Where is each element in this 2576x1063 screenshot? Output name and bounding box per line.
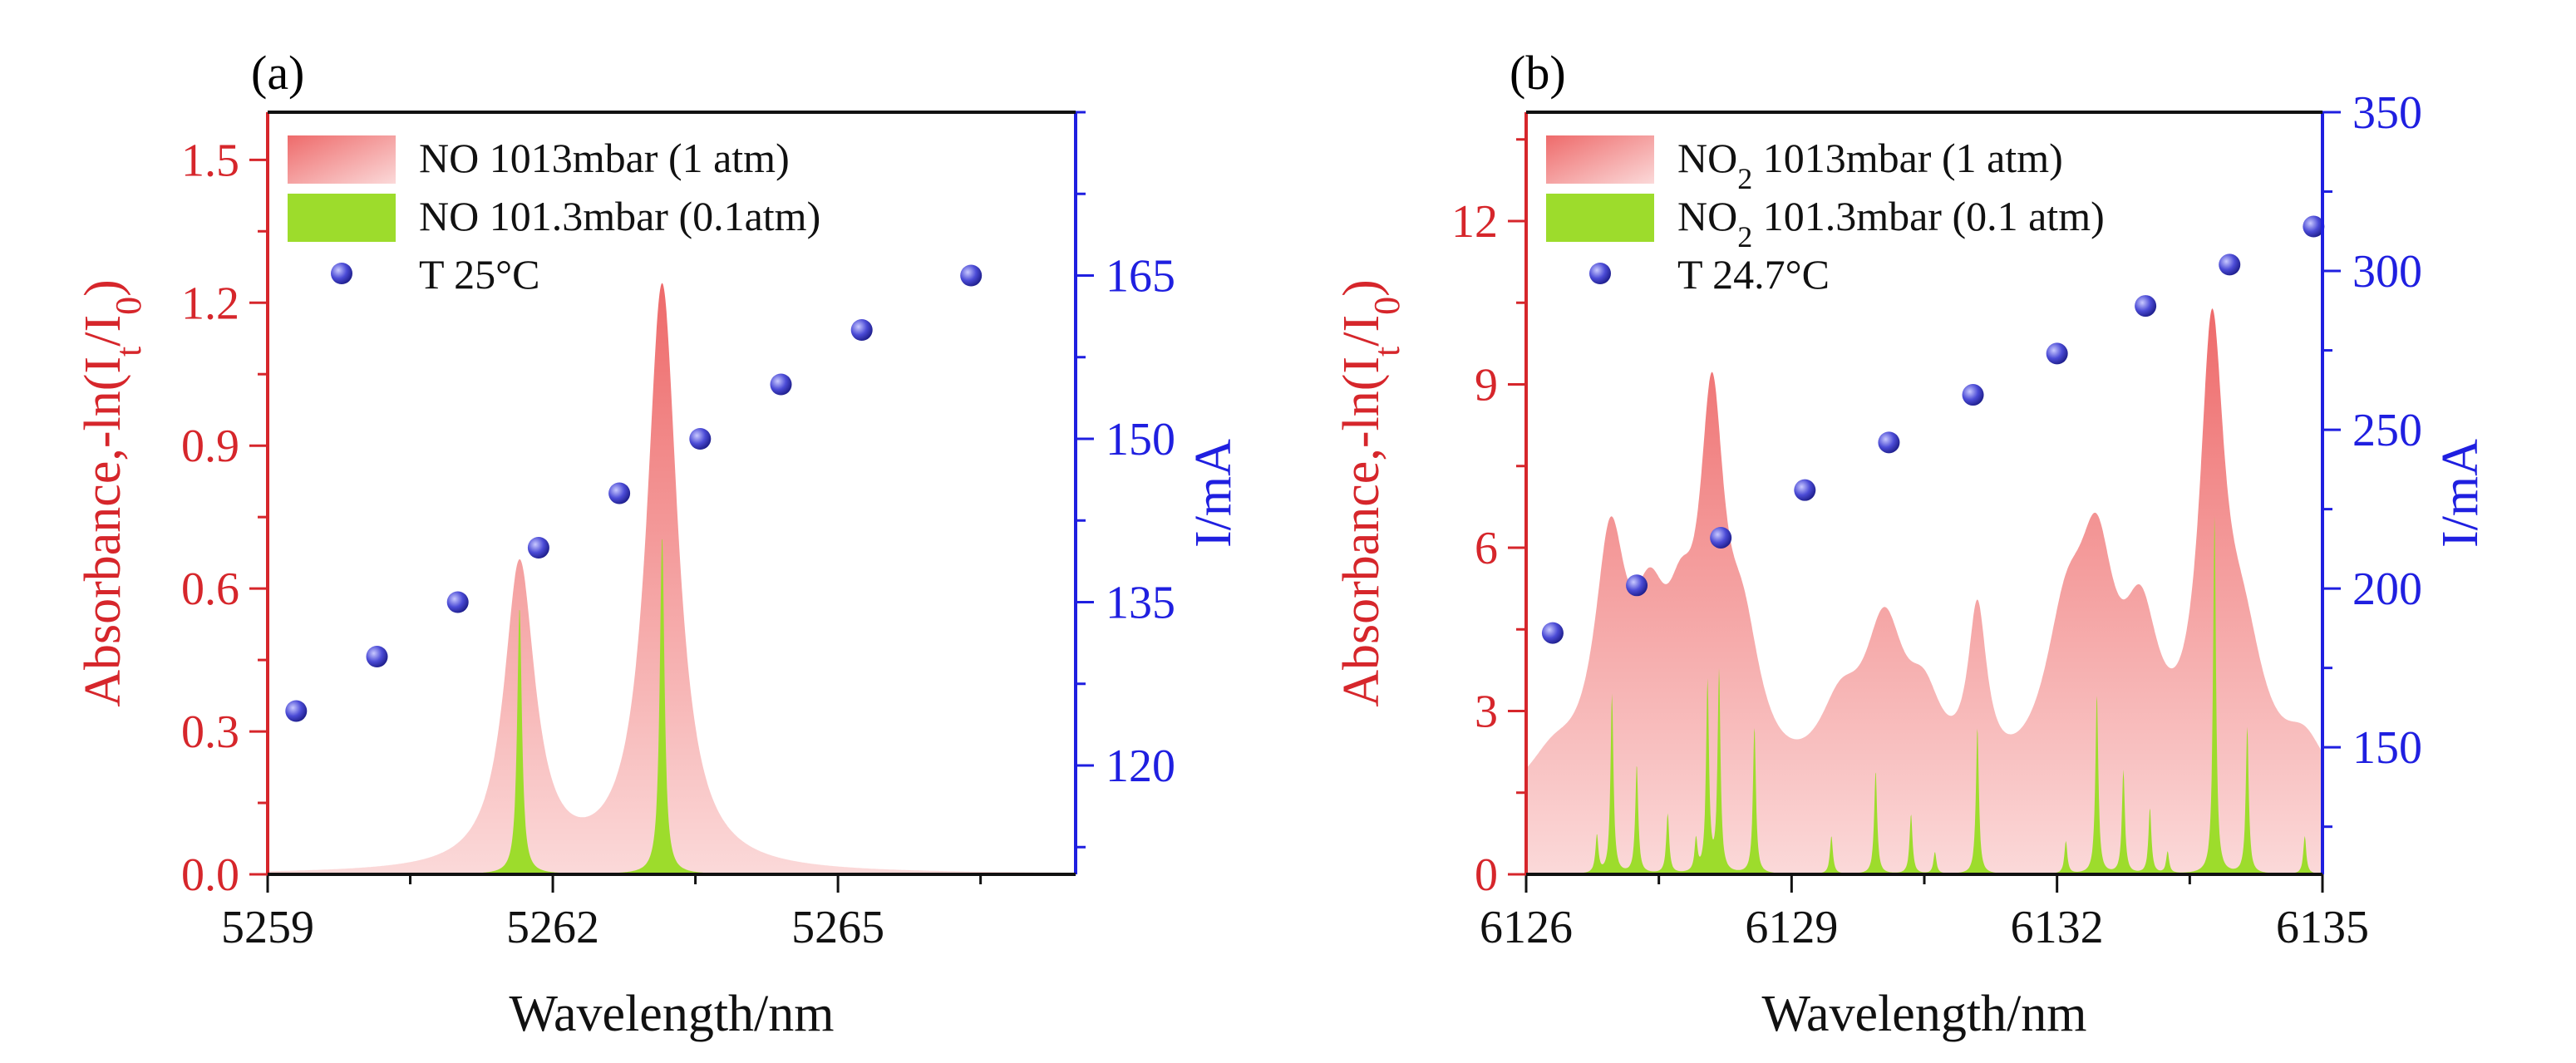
y-axis-title-part: ) (1333, 279, 1390, 297)
y-axis-title-part: ) (75, 279, 131, 297)
current-point (2135, 295, 2157, 317)
x-tick-label: 6132 (2011, 902, 2104, 953)
current-point (1878, 431, 1900, 454)
legend-label: NO 1013mbar (1 atm) (419, 135, 790, 181)
y-axis-title-part: Absorbance,-ln(I (1333, 357, 1390, 707)
y-tick-label: 12 (1451, 196, 1498, 248)
panel-label: (a) (251, 46, 304, 100)
legend-label-sub: 2 (1737, 220, 1752, 253)
legend-label: NO2 1013mbar (1 atm) (1677, 135, 2063, 195)
current-point (1541, 622, 1564, 644)
current-point (689, 428, 712, 450)
current-point (1794, 479, 1816, 501)
y-tick-label: 0.3 (181, 706, 239, 758)
y-axis-title-part: /I (1333, 315, 1390, 347)
legend-label-part: 101.3mbar (0.1 atm) (1752, 193, 2105, 239)
x-tick-label: 5265 (791, 902, 884, 953)
current-point (2046, 342, 2068, 365)
y2-tick-label: 350 (2352, 87, 2422, 139)
y2-tick-label: 120 (1106, 741, 1175, 792)
legend-label: T 25°C (419, 251, 539, 298)
y2-tick-label: 200 (2352, 563, 2422, 615)
narrow-absorbance-area (1526, 516, 2322, 874)
y-tick-label: 3 (1475, 687, 1498, 738)
legend-swatch-narrow (1546, 194, 1654, 242)
y-tick-label: 0 (1475, 849, 1498, 901)
y-tick-label: 9 (1475, 360, 1498, 411)
x-tick-label: 5262 (506, 902, 599, 953)
plot-area (1526, 308, 2322, 874)
y2-tick-label: 150 (2352, 722, 2422, 774)
y2-tick-label: 300 (2352, 246, 2422, 298)
y-axis-title-part: 0 (108, 297, 149, 315)
y-tick-label: 0.0 (181, 849, 239, 901)
current-point (2303, 215, 2325, 238)
legend-label: NO2 101.3mbar (0.1 atm) (1677, 193, 2105, 253)
y-tick-label: 0.6 (181, 563, 239, 615)
current-point (366, 646, 388, 667)
plot-area (268, 283, 1076, 874)
y-tick-label: 0.9 (181, 421, 239, 472)
x-tick-label: 6129 (1745, 902, 1838, 953)
y2-tick-label: 135 (1106, 578, 1175, 629)
x-axis-title: Wavelength/nm (1761, 986, 2086, 1042)
legend-label: NO 101.3mbar (0.1atm) (419, 193, 820, 239)
y-tick-label: 1.2 (181, 278, 239, 329)
x-tick-label: 6126 (1480, 902, 1573, 953)
legend-marker (1589, 263, 1611, 284)
y-axis-title-part: /I (75, 315, 131, 347)
current-point (285, 700, 308, 722)
broad-absorbance-area (268, 283, 1076, 874)
current-point (1962, 384, 1984, 406)
x-tick-label: 6135 (2276, 902, 2369, 953)
y-axis-title-part: t (108, 347, 149, 357)
y-axis-title-part: Absorbance,-ln(I (75, 357, 131, 707)
current-point (1626, 574, 1648, 597)
y-axis-title: Absorbance,-ln(It/I0) (75, 279, 149, 707)
y-axis-title-part: 0 (1367, 297, 1407, 315)
panel-label: (b) (1510, 46, 1566, 100)
current-point (1710, 526, 1732, 549)
y-axis-title: Absorbance,-ln(It/I0) (1333, 279, 1407, 707)
legend-label-part: NO (1677, 193, 1737, 239)
legend-label-part: NO (1677, 135, 1737, 181)
legend-label: T 24.7°C (1677, 251, 1830, 298)
current-point (960, 264, 983, 287)
legend-swatch-narrow (288, 194, 396, 242)
x-tick-label: 5259 (221, 902, 314, 953)
y2-tick-label: 250 (2352, 405, 2422, 456)
y2-axis-title: I/mA (1185, 439, 1242, 548)
y-tick-label: 1.5 (181, 135, 239, 186)
y-tick-label: 6 (1475, 523, 1498, 574)
y-axis-title-part: t (1367, 347, 1407, 357)
legend-label-part: 1013mbar (1 atm) (1752, 135, 2063, 181)
current-point (850, 319, 873, 341)
y2-tick-label: 150 (1106, 414, 1175, 465)
y2-tick-label: 165 (1106, 251, 1175, 303)
current-point (608, 482, 631, 504)
legend-label-sub: 2 (1737, 162, 1752, 195)
panel-b: 6126 6129 6132 6135 0 3 6 9 12 150 200 250 300 350 Wav… (1333, 46, 2489, 1042)
panel-a: 5259 5262 5265 0.0 0.3 0.6 0.9 1.2 1.5 120 135 150 1… (75, 46, 1242, 1042)
current-point (2219, 253, 2241, 276)
current-point (446, 591, 469, 613)
legend-marker (331, 263, 352, 284)
broad-absorbance-area (1526, 308, 2322, 874)
x-axis-title: Wavelength/nm (509, 986, 834, 1042)
y2-axis-title: I/mA (2432, 439, 2489, 548)
current-point (770, 373, 792, 396)
legend-swatch-broad (1546, 135, 1654, 184)
current-point (527, 537, 549, 559)
legend-swatch-broad (288, 135, 396, 184)
